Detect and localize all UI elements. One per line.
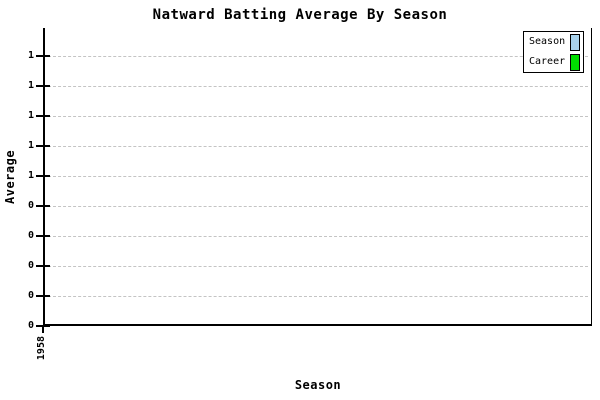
y-tick-mark xyxy=(36,145,50,147)
gridline xyxy=(48,56,588,57)
legend-item-label: Season xyxy=(529,36,566,47)
y-tick-label: 1 xyxy=(27,140,34,151)
y-tick-label: 1 xyxy=(27,80,34,91)
y-tick-label: 1 xyxy=(27,50,34,61)
legend-swatch-season xyxy=(570,33,580,51)
y-tick-mark xyxy=(36,205,50,207)
y-axis-line xyxy=(43,28,45,326)
y-tick-mark xyxy=(36,55,50,57)
y-tick-mark xyxy=(36,85,50,87)
y-tick-label: 0 xyxy=(27,200,34,211)
y-tick-mark xyxy=(36,295,50,297)
chart-title: Natward Batting Average By Season xyxy=(152,7,448,23)
y-tick-label: 0 xyxy=(27,290,34,301)
y-tick-label: 1 xyxy=(27,170,34,181)
y-tick-label: 1 xyxy=(27,110,34,121)
legend-item: Career xyxy=(524,52,583,72)
gridline xyxy=(48,86,588,87)
gridline xyxy=(48,116,588,117)
x-tick-label: 1958 xyxy=(36,336,47,361)
legend-item-label: Career xyxy=(529,56,566,67)
x-axis-title: Season xyxy=(294,378,342,392)
legend: Season Career xyxy=(523,31,584,73)
plot-right-border xyxy=(591,28,592,326)
gridline xyxy=(48,176,588,177)
x-axis-line xyxy=(43,324,592,326)
y-tick-mark xyxy=(36,115,50,117)
legend-item: Season xyxy=(524,32,583,52)
gridline xyxy=(48,266,588,267)
legend-swatch-career xyxy=(570,53,580,71)
gridline xyxy=(48,296,588,297)
y-tick-label: 0 xyxy=(27,260,34,271)
y-tick-mark xyxy=(36,265,50,267)
plot-area: 1 1 1 1 1 0 0 0 0 0 1958 xyxy=(28,28,592,360)
y-tick-label: 0 xyxy=(27,230,34,241)
y-tick-mark xyxy=(36,175,50,177)
x-tick-mark xyxy=(42,326,44,333)
gridline xyxy=(48,146,588,147)
gridline xyxy=(48,236,588,237)
y-tick-label: 0 xyxy=(27,320,34,331)
y-tick-mark xyxy=(36,235,50,237)
gridline xyxy=(48,206,588,207)
